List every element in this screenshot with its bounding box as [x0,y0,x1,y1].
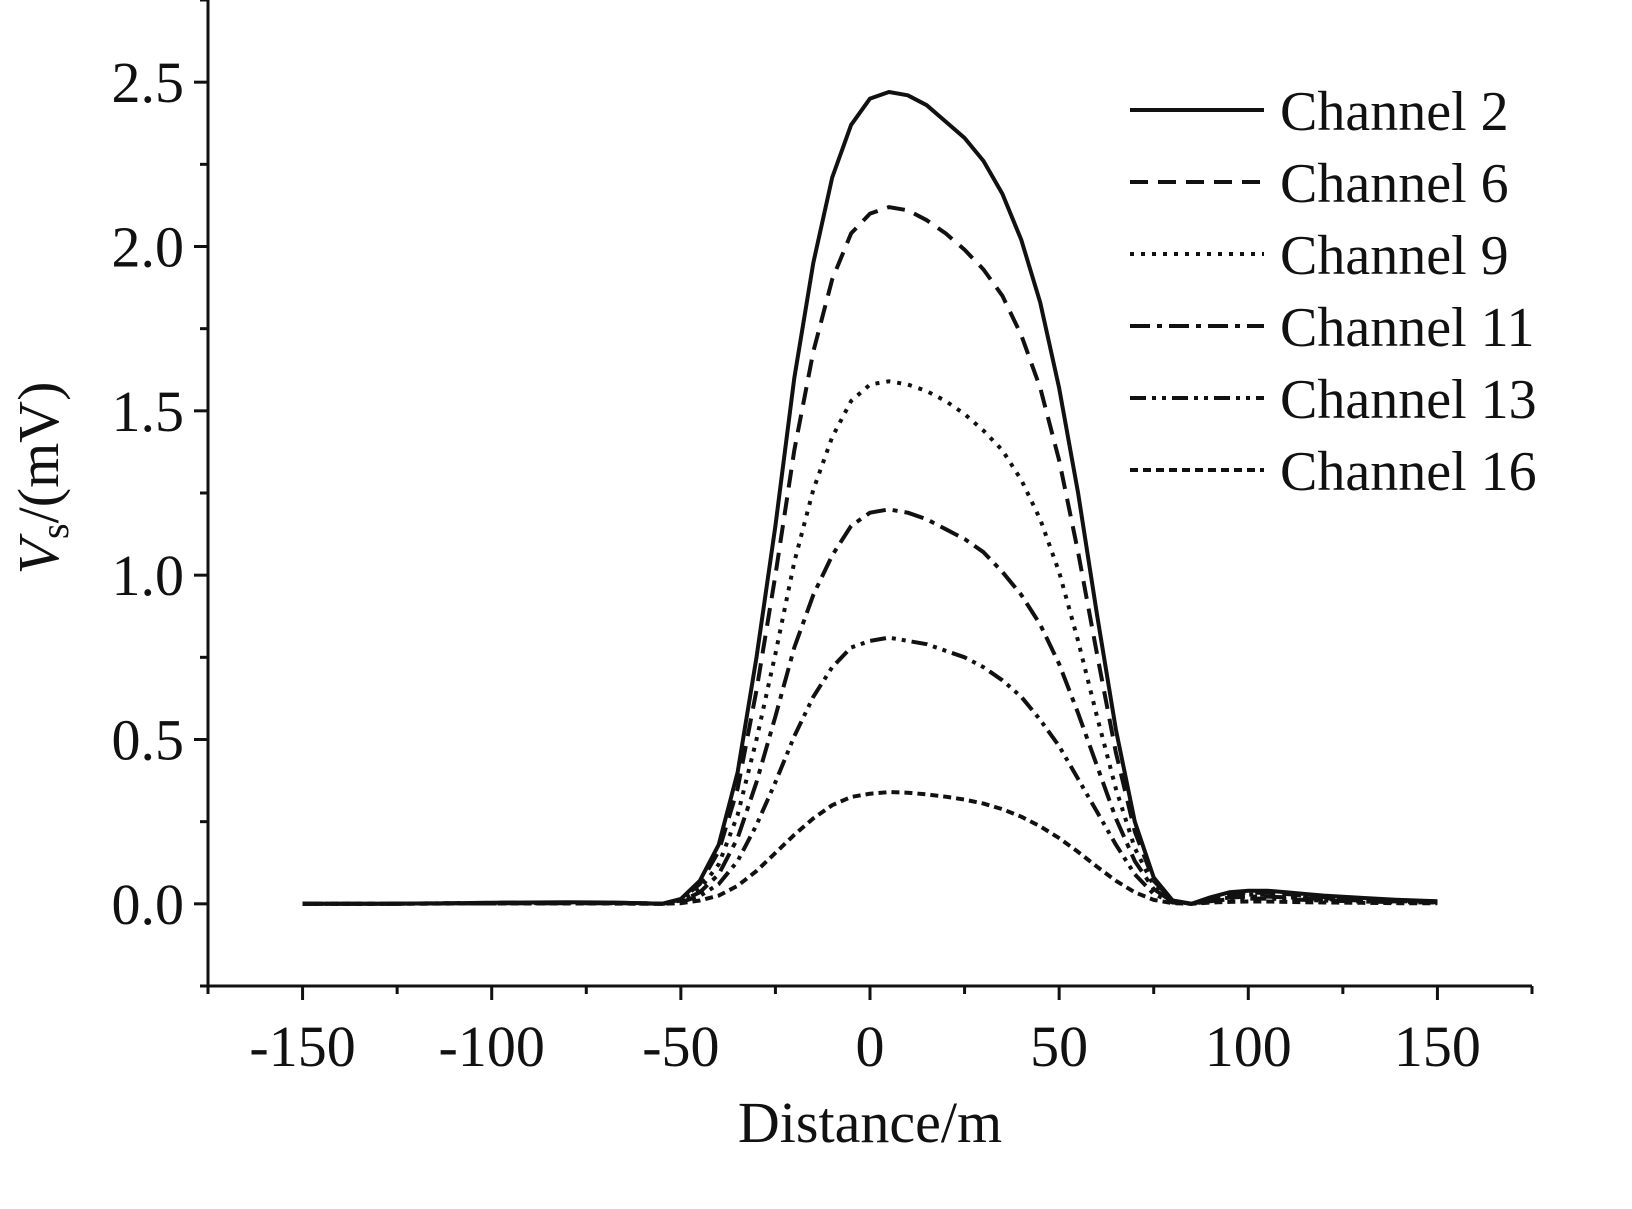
axes: 0.0 0.5 1.0 1.5 2.0 2.5 -150 -100 -50 0 50 100 150 [112,0,1534,1079]
y-tick-label: 1.0 [112,543,185,608]
y-axis-title-text: Vs/(mV) [6,382,77,575]
legend-label: Channel 11 [1280,297,1535,359]
y-axis-symbol: V [6,532,71,574]
y-tick-label: 0.5 [112,708,185,773]
legend-label: Channel 13 [1280,369,1537,431]
y-tick-label: 1.5 [112,379,185,444]
y-axis-unit: /(mV) [6,382,71,524]
legend-label: Channel 9 [1280,225,1509,287]
legend: Channel 2 Channel 6 Channel 9 Channel 11 Cha… [1130,81,1537,503]
legend-label: Channel 2 [1280,81,1509,143]
y-axis-title: Vs/(mV) [6,382,77,575]
x-tick-label: -150 [249,1014,355,1079]
x-tick-label: 0 [856,1014,885,1079]
x-tick-label: -100 [439,1014,545,1079]
series-line-channel-6 [302,205,1438,906]
x-axis-title: Distance/m [738,1090,1002,1155]
series-line-channel-16 [302,790,1438,906]
y-axis-subscript: s [32,523,77,539]
x-tick-label: 100 [1205,1014,1292,1079]
y-tick-label: 2.0 [112,215,185,280]
series-group [302,90,1438,906]
legend-label: Channel 6 [1280,153,1509,215]
x-tick-label: 150 [1394,1014,1481,1079]
x-tick-label: -50 [642,1014,719,1079]
legend-label: Channel 16 [1280,441,1537,503]
x-tick-label: 50 [1030,1014,1088,1079]
series-line-channel-13 [302,635,1438,906]
series-line-channel-9 [302,379,1438,906]
y-tick-label: 2.5 [112,50,185,115]
y-tick-label: 0.0 [112,872,185,937]
series-line-channel-11 [302,507,1438,906]
